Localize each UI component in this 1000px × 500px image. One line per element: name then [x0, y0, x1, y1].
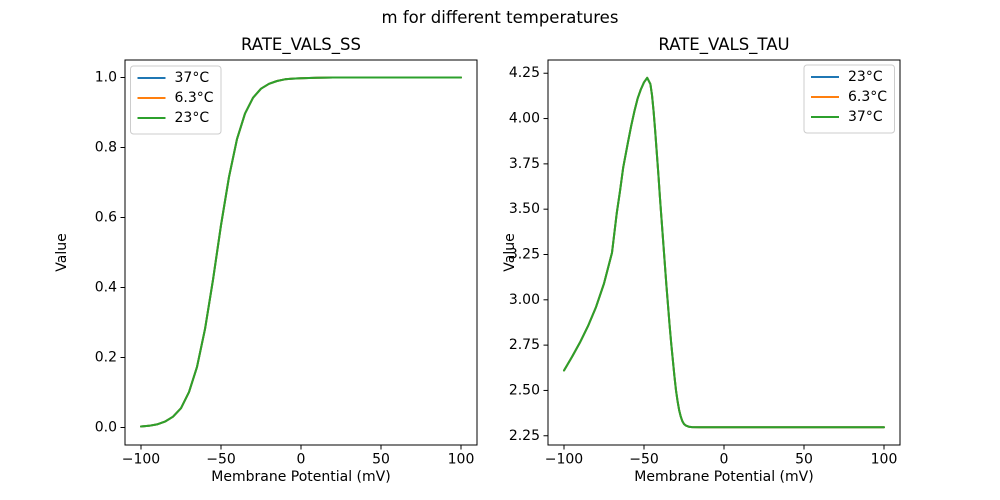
x-tick-label: 100 — [871, 452, 898, 468]
legend: 23°C 6.3°C 37°C — [803, 64, 895, 134]
y-tick-label: 3.00 — [509, 292, 540, 308]
y-tick-label: 0.2 — [95, 350, 117, 366]
y-tick-label: 1.0 — [95, 70, 117, 86]
y-tick-label: 3.50 — [509, 201, 540, 217]
y-axis-label: Value — [54, 233, 70, 271]
x-tick-label: −50 — [629, 452, 659, 468]
legend-label: 6.3°C — [848, 89, 887, 105]
series-line-37°C — [563, 76, 885, 429]
legend-label: 37°C — [175, 70, 210, 86]
x-tick-label: −100 — [545, 452, 583, 468]
subplot-RATE_VALS_SS: −100 −50 0 50 100 0.0 0.2 0.4 0.6 0.8 1.0 RATE_VALS… — [54, 35, 478, 485]
y-tick-label: 0.8 — [95, 140, 117, 156]
x-axis-label: Membrane Potential (mV) — [634, 469, 813, 485]
y-tick-label: 3.75 — [509, 156, 540, 172]
y-tick-label: 0.6 — [95, 210, 117, 226]
x-tick-label: −50 — [206, 452, 236, 468]
y-tick-label: 0.0 — [95, 420, 117, 436]
x-tick-label: 50 — [372, 452, 390, 468]
legend-label: 6.3°C — [175, 90, 214, 106]
x-tick-label: −100 — [122, 452, 160, 468]
y-tick-label: 4.25 — [509, 65, 540, 81]
y-tick-label: 3.25 — [509, 246, 540, 262]
legend: 37°C 6.3°C 23°C — [130, 65, 222, 135]
legend-label: 23°C — [848, 69, 883, 85]
legend-label: 37°C — [848, 109, 883, 125]
x-tick-label: 100 — [448, 452, 475, 468]
y-tick-label: 2.50 — [509, 382, 540, 398]
y-tick-label: 0.4 — [95, 280, 117, 296]
x-tick-label: 0 — [297, 452, 306, 468]
subplot-title: RATE_VALS_TAU — [658, 35, 789, 55]
x-tick-label: 0 — [720, 452, 729, 468]
subplot-RATE_VALS_TAU: −100 −50 0 50 100 2.25 2.50 2.75 3.00 3.25 3.50 3.7… — [502, 35, 901, 485]
y-tick-label: 4.00 — [509, 111, 540, 127]
series-line-23°C — [140, 76, 462, 428]
subplot-title: RATE_VALS_SS — [241, 35, 361, 55]
x-axis-label: Membrane Potential (mV) — [211, 469, 390, 485]
y-axis-label: Value — [502, 233, 518, 271]
x-tick-label: 50 — [795, 452, 813, 468]
y-tick-label: 2.25 — [509, 428, 540, 444]
legend-label: 23°C — [175, 110, 210, 126]
y-tick-label: 2.75 — [509, 337, 540, 353]
figure-suptitle: m for different temperatures — [381, 8, 619, 27]
